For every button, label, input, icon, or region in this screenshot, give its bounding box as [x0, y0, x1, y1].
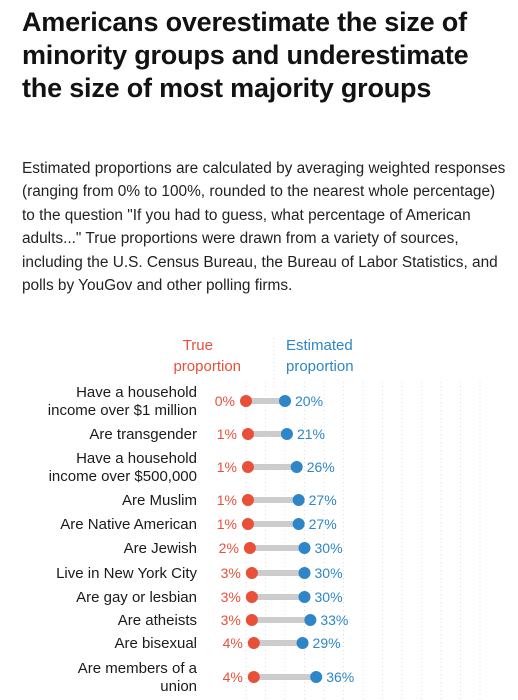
estimated-value-label: 27% [309, 516, 337, 532]
estimated-proportion-dot [292, 518, 305, 530]
true-value-label: 1% [217, 492, 237, 508]
true-value-label: 2% [219, 540, 239, 556]
dot-plot-chart: True proportion Estimated proportion Have a … [48, 337, 481, 700]
true-value-label: 0% [215, 393, 235, 409]
chart-subtitle: Estimated proportions are calculated by … [22, 160, 506, 295]
category-label: Are gay or lesbian [76, 589, 197, 606]
legend-true-line1: True [183, 337, 213, 354]
category-label: Have a household [76, 384, 197, 401]
estimated-proportion-dot [298, 542, 311, 554]
true-value-label: 1% [217, 516, 237, 532]
true-proportion-dot [241, 428, 254, 440]
estimated-proportion-dot [279, 395, 291, 407]
category-label: Are members of a [78, 660, 198, 677]
true-proportion-dot [247, 671, 260, 683]
estimated-value-label: 30% [315, 589, 343, 605]
true-value-label: 3% [221, 565, 241, 581]
true-proportion-dot [245, 567, 258, 579]
true-proportion-dot [241, 518, 254, 530]
estimated-proportion-dot [280, 428, 293, 440]
estimated-proportion-dot [298, 567, 311, 579]
true-proportion-dot [243, 542, 256, 554]
estimated-value-label: 21% [297, 426, 325, 442]
true-value-label: 1% [217, 426, 237, 442]
category-label: Are transgender [89, 426, 197, 443]
estimated-value-label: 30% [315, 540, 343, 556]
category-label: Live in New York City [56, 565, 197, 582]
estimated-value-label: 36% [326, 669, 354, 685]
estimated-value-label: 30% [315, 565, 343, 581]
legend-estimated-line2: proportion [286, 358, 354, 375]
true-value-label: 1% [217, 459, 237, 475]
estimated-value-label: 26% [307, 459, 335, 475]
legend-true-line2: proportion [173, 358, 241, 375]
estimated-value-label: 29% [313, 635, 341, 651]
true-value-label: 3% [221, 612, 241, 628]
true-proportion-dot [241, 494, 254, 506]
legend-estimated-line1: Estimated [286, 337, 353, 354]
true-value-label: 3% [221, 589, 241, 605]
estimated-value-label: 33% [320, 612, 348, 628]
estimated-proportion-dot [298, 591, 311, 603]
true-value-label: 4% [223, 669, 243, 685]
true-proportion-dot [241, 461, 254, 473]
true-proportion-dot [245, 614, 258, 626]
category-label: Are Jewish [124, 540, 197, 557]
estimated-value-label: 27% [309, 492, 337, 508]
category-label: union [160, 678, 197, 695]
estimated-proportion-dot [304, 614, 317, 626]
true-proportion-dot [240, 395, 252, 407]
category-label: Are bisexual [114, 635, 197, 652]
category-label: Have a household [76, 450, 197, 467]
estimated-proportion-dot [292, 494, 305, 506]
estimated-proportion-dot [290, 461, 303, 473]
true-proportion-dot [247, 637, 260, 649]
estimated-proportion-dot [296, 637, 309, 649]
category-label: Are atheists [118, 612, 197, 629]
category-label: income over $1 million [48, 402, 197, 419]
estimated-proportion-dot [310, 671, 323, 683]
category-label: Are Native American [60, 516, 197, 533]
true-proportion-dot [245, 591, 258, 603]
true-value-label: 4% [223, 635, 243, 651]
estimated-value-label: 20% [295, 393, 323, 409]
category-label: Are Muslim [122, 492, 197, 509]
category-label: income over $500,000 [49, 468, 197, 485]
chart-title: Americans overestimate the size of minor… [22, 7, 469, 103]
